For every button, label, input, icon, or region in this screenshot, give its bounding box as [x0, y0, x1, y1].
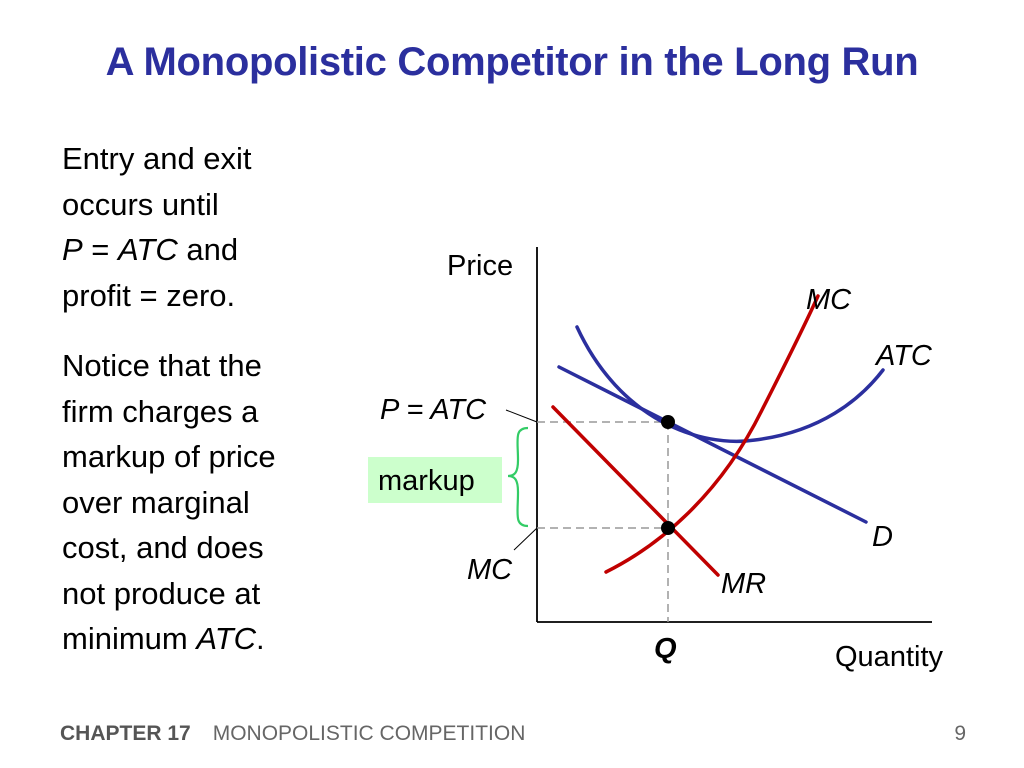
text-line: cost, and does [62, 530, 264, 565]
text-line: Notice that the [62, 348, 262, 383]
markup-label: markup [378, 465, 475, 497]
text-line: Entry and exit [62, 141, 252, 176]
atc-curve [575, 325, 885, 444]
markup-brace [507, 426, 529, 528]
text-and: and [177, 232, 239, 267]
text-line: profit = zero. [62, 277, 236, 313]
quantity-q-label: Q [654, 633, 677, 665]
mc-curve-label: MC [806, 284, 852, 316]
text-period: . [256, 621, 265, 656]
slide-title: A Monopolistic Competitor in the Long Ru… [105, 40, 919, 84]
text-line: minimum ATC. [62, 616, 332, 662]
var-atc: ATC [196, 621, 257, 656]
p-atc-point [661, 415, 675, 429]
page-number: 9 [954, 722, 966, 745]
text-line: over marginal [62, 484, 250, 520]
text-equals: = [82, 232, 119, 267]
var-atc: ATC [118, 232, 178, 267]
demand-curve-label: D [872, 521, 893, 553]
footer-chapter: CHAPTER 17 [60, 722, 191, 745]
var-p: P [62, 232, 83, 267]
p-atc-leader-line [505, 409, 538, 423]
text-line: P = ATC and [62, 227, 332, 273]
mr-curve [551, 405, 720, 577]
footer: CHAPTER 17 MONOPOLISTIC COMPETITION [60, 722, 525, 746]
markup-box [368, 457, 502, 503]
mc-price-label: MC [467, 554, 513, 586]
y-axis-label: Price [447, 250, 513, 282]
paragraph-entry-exit: Entry and exit occurs until P = ATC and … [62, 136, 332, 318]
mr-curve-label: MR [721, 568, 766, 600]
text-minimum: minimum [62, 621, 197, 656]
text-line: firm charges a [62, 393, 259, 429]
mc-point [661, 521, 675, 535]
mc-leader-line [513, 527, 538, 551]
x-axis-label: Quantity [835, 641, 943, 673]
text-line: not produce at [62, 575, 261, 611]
atc-curve-label: ATC [874, 340, 933, 372]
text-line: occurs until [62, 186, 219, 222]
demand-curve [557, 365, 868, 524]
p-atc-label: P = ATC [380, 394, 487, 426]
mc-curve [604, 294, 820, 574]
paragraph-markup-notice: Notice that the firm charges a markup of… [62, 343, 332, 662]
text-line: markup of price [62, 439, 276, 474]
footer-section: MONOPOLISTIC COMPETITION [212, 722, 526, 745]
